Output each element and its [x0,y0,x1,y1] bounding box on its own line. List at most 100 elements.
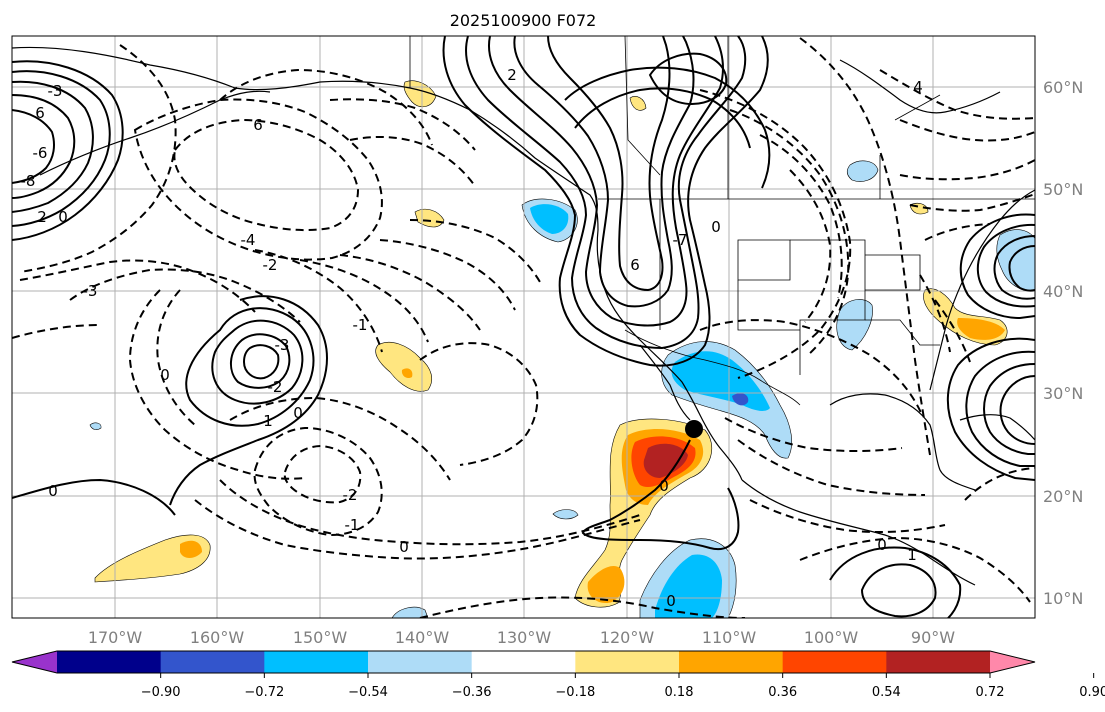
contour-neg-trough-3 [759,134,843,299]
contour-neg-arc-2 [299,259,429,343]
contour-northern-loop [648,52,728,106]
contour-se-high-4 [999,375,1035,445]
contour-ridge-west-1 [442,36,769,367]
contour-label: -2 [268,378,283,396]
colorbar-extend-low [12,651,57,673]
contour-label: -2 [263,256,278,274]
colorbar-ticks: −0.90 −0.72 −0.54 −0.36 −0.18 0.18 0.36 0.54 0.7… [141,673,1105,700]
colorbar-segment [575,651,680,673]
contour-label: -3 [275,336,290,354]
contour-east-high-3 [993,235,1035,300]
contour-neg-northern-2 [133,98,383,261]
contour-trough-zero [12,478,176,516]
contour-west-low-1 [12,60,124,241]
contour-neg-east-5 [909,193,1035,212]
cool-anomaly-pnw-inner [530,204,569,234]
positive-contours [12,36,1035,618]
lon-label: 120°W [600,628,655,647]
contour-east-high-2 [976,223,1035,308]
colorbar-segment [679,651,784,673]
contour-neg-northern-3 [173,118,360,232]
contour-west-low-4 [12,94,76,199]
contour-neg-south-5 [229,396,451,481]
contour-label: 6 [35,104,45,122]
contour-south-high-1 [829,546,962,618]
lon-label: 170°W [88,628,143,647]
coast-mexico-south [741,479,976,586]
coast-hudson [839,59,1001,114]
contour-neg-arc-4 [379,239,516,311]
cool-anomaly-mexico-core [732,393,749,406]
contour-neg-low-west [12,324,101,339]
contour-label: 0 [160,366,170,384]
coastlines [12,46,1035,586]
coast-gulf [829,393,976,491]
contour-neg-east-6 [924,223,991,241]
colorbar-outline [11,650,1036,674]
contour-ridge-west-2 [465,36,747,350]
contour-neg-mid-2 [69,268,301,323]
warm-anomaly-pacific-central-core [401,368,413,379]
lon-label: 90°W [911,628,955,647]
contour-neg-trough-2 [729,109,850,356]
cool-anomaly-small [552,509,579,520]
map-frame [11,35,1036,619]
colorbar-tick-label: −0.18 [555,685,595,700]
lon-label: 100°W [804,628,859,647]
contour-pacific-high-4 [230,333,291,389]
colorbar-extend-high [990,651,1035,673]
contour-neg-mid-3 [128,289,306,480]
contour-label: 0 [293,404,303,422]
colorbar-tick-label: 0.72 [976,685,1005,700]
contour-neg-trough-4 [789,169,832,323]
contour-label: 0 [659,477,669,495]
colorbar-segment [160,651,265,673]
warm-anomaly-pacific-west-core [180,540,202,558]
coast-baja [639,344,691,421]
contours [12,36,1035,618]
contour-neg-east-1 [799,37,931,456]
lon-label: 130°W [497,628,552,647]
cool-anomaly-canada [846,160,879,182]
contour-label: 0 [711,218,721,236]
contour-pacific-high-1 [169,295,328,506]
contour-pacific-high-2 [185,307,315,427]
contour-label: 1 [263,412,273,430]
coast-alaska [12,46,471,111]
contour-neg-mexico-3 [737,439,926,496]
contour-neg-deep-south [419,596,746,618]
contour-neg-mexico-4 [749,499,946,534]
contour-ridge-west-3 [488,36,724,327]
coast-aleutians [39,90,271,176]
coast-atlantic [929,189,1035,391]
contour-neg-east-2 [879,69,1035,120]
contour-label: -1 [345,516,360,534]
contour-neg-south-1 [253,426,383,537]
contour-label: -7 [673,231,688,249]
contour-neg-east-7 [934,299,971,363]
contour-se-high-3 [983,363,1035,455]
colorbar [11,650,1036,674]
contour-neg-south-3 [219,479,641,546]
contour-south-high-2 [860,563,937,618]
contour-ridge-west-4 [513,36,695,308]
colorbar-segment [57,651,162,673]
warm-anomaly-southeast-core [957,318,1005,340]
contour-label: 6 [630,256,640,274]
warm-anomaly-pacific-central [375,341,433,392]
contour-neg-northern-1 [19,44,177,273]
contour-label: -3 [83,282,98,300]
contour-label: 2 [37,208,47,226]
lat-label: 20°N [1043,487,1083,506]
cool-anomaly-plains [836,299,873,351]
borders [409,36,1035,406]
contour-east-high-1 [959,213,1035,320]
contour-neg-mid-1 [19,259,256,313]
contour-ridge-east-1 [564,66,771,189]
contour-neg-mexico-2 [724,417,903,452]
contour-label: -4 [241,231,256,249]
contour-label: -3 [48,82,63,100]
contour-neg-trough-1 [699,89,852,379]
contour-label: 6 [253,116,263,134]
